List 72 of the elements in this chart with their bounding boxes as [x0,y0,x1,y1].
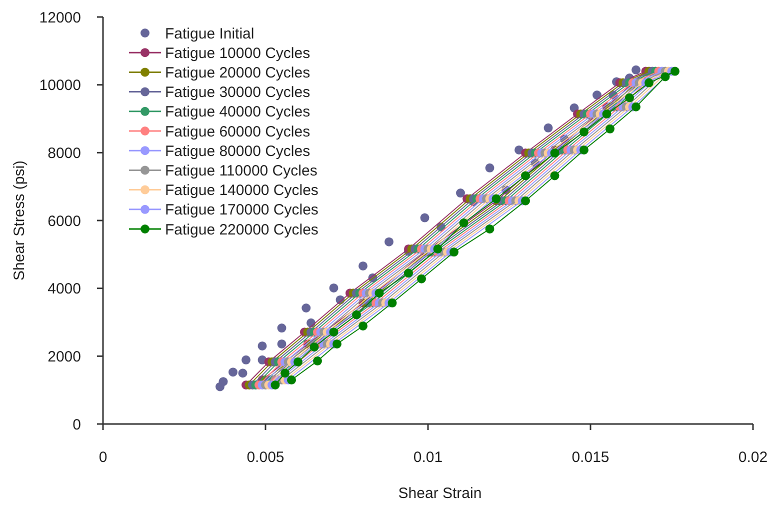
point [352,310,361,320]
point [632,65,640,74]
point [580,145,588,154]
point [270,380,280,390]
x-axis-title: Shear Strain [398,485,482,502]
legend-label: Fatigue 30000 Cycles [165,84,310,102]
point [625,93,634,102]
point [550,148,560,158]
y-tick-label: 12000 [39,9,81,26]
point [606,124,614,134]
point [384,237,394,246]
y-tick-label: 4000 [48,280,81,298]
x-tick-label: 0.02 [738,449,768,466]
legend-label: Fatigue 20000 Cycles [165,64,310,82]
point [277,324,286,333]
point [450,248,458,257]
point [544,123,553,132]
point [310,342,319,352]
legend-label: Fatigue 80000 Cycles [165,142,310,160]
point [302,304,311,313]
legend-label: Fatigue 220000 Cycles [165,221,318,238]
point [374,288,384,298]
point [313,356,322,366]
point [417,274,426,284]
point [358,321,368,330]
point [277,339,286,348]
point [358,261,368,270]
y-tick-label: 6000 [48,212,81,230]
y-axis-title: Shear Stress (psi) [11,160,28,281]
legend-label: Fatigue 60000 Cycles [165,123,310,140]
x-tick-label: 0.015 [572,449,610,466]
point [294,357,302,366]
x-tick-label: 0 [98,449,108,466]
x-tick-label: 0.01 [413,449,443,466]
point [329,283,338,292]
legend-label: Fatigue 10000 Cycles [165,44,310,62]
point [602,110,612,118]
y-tick-label: 2000 [48,348,81,366]
point [660,72,670,82]
legend-label: Fatigue 140000 Cycles [165,182,318,200]
point [404,268,413,278]
point [332,339,342,348]
point [632,102,640,112]
point [592,90,602,100]
point [420,213,430,222]
y-tick-label: 0 [72,416,81,434]
point [280,368,290,378]
legend-label: Fatigue Initial [165,25,254,42]
point [388,298,397,308]
point [521,196,530,206]
legend-label: Fatigue 170000 Cycles [165,202,318,219]
point [258,341,267,350]
point [218,377,228,386]
point [485,163,494,172]
point [550,171,560,180]
point [228,368,238,377]
legend-label: Fatigue 110000 Cycles [165,162,318,180]
x-tick-label: 0.005 [246,449,284,466]
point [329,328,338,337]
point [456,188,465,198]
point [238,368,248,378]
point [580,127,588,136]
y-tick-label: 8000 [48,144,81,162]
point [521,171,530,180]
point [242,355,250,364]
point [644,78,654,88]
point [459,218,468,228]
point [670,66,680,76]
point [485,224,494,234]
point [287,375,296,384]
legend-label: Fatigue 40000 Cycles [165,104,310,121]
y-tick-label: 10000 [39,77,81,94]
